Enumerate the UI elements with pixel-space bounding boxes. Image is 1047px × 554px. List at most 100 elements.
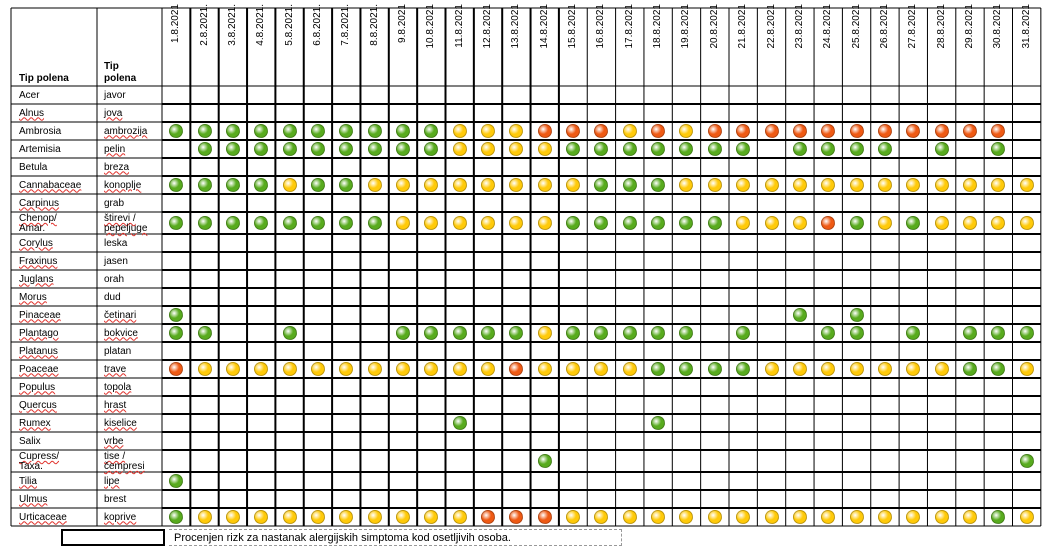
date-header: 22.8.2021 bbox=[765, 4, 777, 49]
date-header: 24.8.2021 bbox=[822, 4, 834, 49]
risk-low-dot bbox=[566, 142, 581, 156]
risk-low-dot bbox=[736, 362, 751, 376]
pollen-latin-name: Poaceae bbox=[19, 363, 59, 375]
risk-medium-dot bbox=[367, 362, 382, 376]
risk-low-dot bbox=[736, 326, 751, 340]
risk-high-dot bbox=[537, 510, 552, 524]
risk-medium-dot bbox=[991, 216, 1006, 230]
risk-low-dot bbox=[622, 142, 637, 156]
risk-low-dot bbox=[197, 124, 212, 138]
risk-low-dot bbox=[169, 474, 184, 488]
pollen-latin-name: Corylus bbox=[19, 237, 53, 249]
date-header: 15.8.2021 bbox=[567, 4, 579, 49]
risk-high-dot bbox=[906, 124, 921, 138]
pollen-latin-name: Pinaceae bbox=[19, 309, 61, 321]
risk-low-dot bbox=[169, 124, 184, 138]
pollen-latin-name: Acer bbox=[19, 89, 40, 101]
risk-medium-dot bbox=[537, 142, 552, 156]
risk-medium-dot bbox=[225, 510, 240, 524]
date-header: 20.8.2021 bbox=[708, 4, 720, 49]
pollen-latin-name: Morus bbox=[19, 291, 47, 303]
risk-low-dot bbox=[594, 142, 609, 156]
risk-low-dot bbox=[225, 142, 240, 156]
risk-medium-dot bbox=[792, 178, 807, 192]
date-header: 29.8.2021 bbox=[963, 4, 975, 49]
pollen-latin-name: Alnus bbox=[19, 107, 45, 119]
risk-medium-dot bbox=[877, 510, 892, 524]
risk-low-dot bbox=[906, 216, 921, 230]
risk-low-dot bbox=[821, 142, 836, 156]
risk-low-dot bbox=[169, 308, 184, 322]
risk-medium-dot bbox=[736, 178, 751, 192]
risk-medium-dot bbox=[481, 362, 496, 376]
risk-medium-dot bbox=[481, 216, 496, 230]
risk-low-dot bbox=[991, 142, 1006, 156]
risk-low-dot bbox=[254, 178, 269, 192]
pollen-latin-name: Artemisia bbox=[19, 143, 61, 155]
risk-medium-dot bbox=[962, 216, 977, 230]
risk-high-dot bbox=[481, 510, 496, 524]
risk-medium-dot bbox=[679, 510, 694, 524]
pollen-local-name: grab bbox=[104, 197, 125, 209]
risk-medium-dot bbox=[792, 362, 807, 376]
risk-medium-dot bbox=[594, 510, 609, 524]
header-pollen-type-local: polena bbox=[104, 73, 137, 84]
date-header: 11.8.2021 bbox=[453, 4, 465, 48]
pollen-local-name: tise / bbox=[104, 451, 126, 462]
risk-low-dot bbox=[197, 142, 212, 156]
risk-high-dot bbox=[169, 362, 184, 376]
risk-medium-dot bbox=[282, 510, 297, 524]
pollen-local-name: brest bbox=[104, 493, 127, 505]
risk-low-dot bbox=[310, 216, 325, 230]
pollen-local-name: ambrozija bbox=[104, 125, 148, 137]
risk-low-dot bbox=[594, 178, 609, 192]
date-header: 14.8.2021 bbox=[538, 4, 550, 49]
header-pollen-type-latin: Tip polena bbox=[19, 73, 69, 84]
pollen-latin-name: Tilia bbox=[19, 475, 37, 487]
date-header: 12.8.2021 bbox=[482, 4, 494, 49]
risk-medium-dot bbox=[197, 362, 212, 376]
risk-low-dot bbox=[169, 510, 184, 524]
risk-medium-dot bbox=[1019, 510, 1034, 524]
date-header: 3.8.2021. bbox=[226, 4, 238, 46]
risk-medium-dot bbox=[622, 362, 637, 376]
risk-medium-dot bbox=[1019, 216, 1034, 230]
pollen-local-name: pelin bbox=[104, 143, 126, 155]
risk-low-dot bbox=[282, 124, 297, 138]
risk-medium-dot bbox=[537, 216, 552, 230]
risk-low-dot bbox=[395, 124, 410, 138]
risk-low-dot bbox=[424, 326, 439, 340]
risk-low-dot bbox=[310, 178, 325, 192]
risk-high-dot bbox=[566, 124, 581, 138]
risk-medium-dot bbox=[481, 142, 496, 156]
pollen-local-name: orah bbox=[104, 273, 125, 285]
pollen-local-name: topola bbox=[104, 381, 132, 393]
risk-medium-dot bbox=[566, 178, 581, 192]
risk-high-dot bbox=[736, 124, 751, 138]
risk-low-dot bbox=[367, 124, 382, 138]
risk-medium-dot bbox=[452, 178, 467, 192]
date-header: 26.8.2021 bbox=[878, 4, 890, 49]
risk-low-dot bbox=[962, 362, 977, 376]
risk-low-dot bbox=[651, 216, 666, 230]
date-header: 4.8.2021. bbox=[255, 4, 267, 46]
risk-low-dot bbox=[424, 124, 439, 138]
risk-medium-dot bbox=[367, 510, 382, 524]
pollen-latin-name: Juglans bbox=[19, 273, 54, 285]
risk-medium-dot bbox=[792, 216, 807, 230]
risk-low-dot bbox=[707, 142, 722, 156]
risk-low-dot bbox=[339, 216, 354, 230]
risk-high-dot bbox=[651, 124, 666, 138]
risk-low-dot bbox=[991, 326, 1006, 340]
risk-low-dot bbox=[339, 178, 354, 192]
date-header: 7.8.2021. bbox=[340, 4, 352, 46]
risk-low-dot bbox=[622, 178, 637, 192]
risk-medium-dot bbox=[395, 510, 410, 524]
risk-low-dot bbox=[509, 326, 524, 340]
risk-low-dot bbox=[254, 124, 269, 138]
date-header: 28.8.2021 bbox=[935, 4, 947, 49]
pollen-latin-name: Plantago bbox=[19, 327, 59, 339]
risk-low-dot bbox=[906, 326, 921, 340]
risk-low-dot bbox=[282, 326, 297, 340]
risk-low-dot bbox=[651, 326, 666, 340]
